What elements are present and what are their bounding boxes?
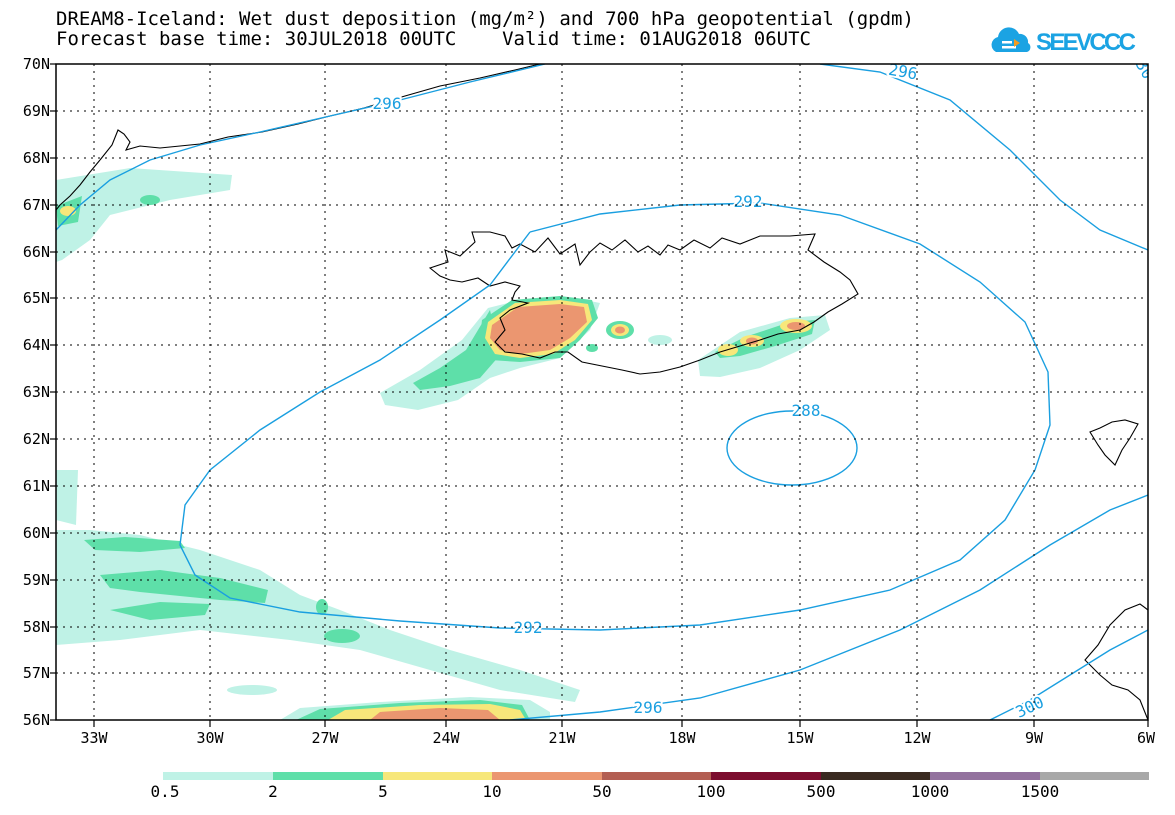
lat-label: 59N — [22, 571, 50, 589]
lat-label: 69N — [22, 102, 50, 120]
colorbar-label: 50 — [592, 782, 612, 801]
lon-label: 21W — [548, 729, 576, 747]
map-title: DREAM8-Iceland: Wet dust deposition (mg/… — [56, 8, 914, 30]
map-subtitle: Forecast base time: 30JUL2018 00UTC Vali… — [56, 28, 811, 50]
colorbar-swatch — [492, 772, 602, 780]
axis-ticks — [50, 63, 1149, 727]
colorbar-swatch — [711, 772, 821, 780]
colorbar-label: 1500 — [1020, 782, 1060, 801]
colorbar-label: 500 — [806, 782, 836, 801]
lat-label: 61N — [22, 477, 50, 495]
lat-label: 60N — [22, 524, 50, 542]
lat-label: 63N — [22, 383, 50, 401]
coastlines — [56, 64, 1148, 720]
colorbar-label: 1000 — [910, 782, 950, 801]
colorbar-swatch — [383, 772, 492, 780]
cloud-logo-icon — [991, 27, 1031, 52]
lon-label: 15W — [786, 729, 814, 747]
contour-label: 296 — [634, 698, 663, 717]
lon-label: 12W — [903, 729, 931, 747]
contour-label: 30 — [1132, 56, 1158, 82]
lat-label: 58N — [22, 618, 50, 636]
colorbar-label: 5 — [378, 782, 388, 801]
colorbar — [163, 772, 1149, 780]
lat-label: 66N — [22, 243, 50, 261]
lat-label: 68N — [22, 149, 50, 167]
lat-label: 62N — [22, 430, 50, 448]
lat-label: 70N — [22, 55, 50, 73]
colorbar-swatch — [1040, 772, 1149, 780]
colorbar-swatch — [273, 772, 383, 780]
gridlines — [56, 64, 1148, 720]
lat-label: 65N — [22, 289, 50, 307]
contour-label: 300 — [1013, 692, 1047, 721]
lat-label: 57N — [22, 664, 50, 682]
dust-deposition-field — [56, 168, 830, 720]
lon-label: 18W — [668, 729, 696, 747]
colorbar-swatch — [602, 772, 711, 780]
colorbar-label: 100 — [696, 782, 726, 801]
colorbar-label: 0.5 — [150, 782, 180, 801]
lat-label: 67N — [22, 196, 50, 214]
colorbar-label: 10 — [482, 782, 502, 801]
lon-label: 6W — [1136, 729, 1156, 747]
contour-label: 292 — [734, 192, 763, 211]
logo-text: SEEVCCC — [1036, 29, 1136, 56]
colorbar-swatch — [163, 772, 273, 780]
lon-label: 9W — [1024, 729, 1044, 747]
colorbar-label: 2 — [268, 782, 278, 801]
lon-label: 27W — [311, 729, 339, 747]
geopotential-contours — [56, 64, 1148, 720]
lon-label: 33W — [80, 729, 108, 747]
contour-label: 288 — [792, 401, 821, 420]
colorbar-swatch — [821, 772, 930, 780]
lat-label: 64N — [22, 336, 50, 354]
logo: SEEVCCC — [991, 27, 1136, 56]
lon-label: 30W — [196, 729, 224, 747]
contour-label: 296 — [373, 94, 402, 113]
lon-label: 24W — [432, 729, 460, 747]
lat-label: 56N — [22, 711, 50, 729]
contour-label: 292 — [514, 618, 543, 637]
colorbar-swatch — [930, 772, 1040, 780]
